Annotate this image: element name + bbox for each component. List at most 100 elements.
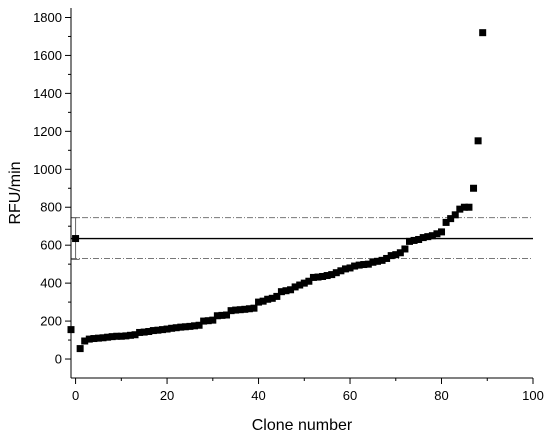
data-point [337,267,345,275]
data-point [218,311,226,319]
data-point [204,317,212,325]
data-point [378,256,386,264]
data-point [177,323,185,331]
data-point [186,322,194,330]
y-tick-label: 200 [40,314,62,329]
data-point [241,305,249,313]
data-point [419,234,427,242]
data-point [309,273,317,281]
data-point [213,312,221,320]
data-point [126,331,134,339]
data-point [328,271,336,279]
data-point [255,298,263,306]
y-tick-label: 1400 [33,86,62,101]
y-tick-label: 600 [40,238,62,253]
y-tick-label: 1600 [33,48,62,63]
data-point [300,279,308,287]
data-point [355,261,363,269]
data-point [428,232,436,240]
data-point [117,332,125,340]
data-point [479,29,487,37]
data-point [456,205,464,213]
data-point [319,272,327,280]
data-point [259,297,267,305]
x-tick-label: 100 [522,388,544,403]
data-point [351,262,359,270]
data-point [373,257,381,265]
data-point [131,331,139,339]
data-point [447,215,455,223]
y-tick-label: 1800 [33,10,62,25]
data-point [223,311,231,319]
data-point [268,294,276,302]
data-point [438,228,446,236]
data-point [433,230,441,238]
data-point [465,203,473,211]
data-point [474,137,482,145]
data-point [264,295,272,303]
data-point [76,345,84,353]
y-tick-label: 1000 [33,162,62,177]
data-point [245,305,253,313]
data-points [67,29,487,353]
data-point [460,203,468,211]
data-point [424,233,432,241]
data-point [209,316,217,324]
data-point [191,322,199,330]
data-point [282,287,290,295]
data-point [387,252,395,260]
data-point [360,261,368,269]
data-point [200,317,208,325]
data-point [277,288,285,296]
data-point [392,251,400,259]
data-point [314,273,322,281]
data-point [145,328,153,336]
data-point [168,324,176,332]
data-point [104,333,112,341]
data-point [85,335,93,343]
control-point [72,235,80,243]
axes: 0 20 40 60 80 1000200400600800100012001400160… [33,8,544,403]
data-point [149,327,157,335]
data-point [236,306,244,314]
data-point [369,258,377,266]
data-point [383,254,391,262]
data-point [122,332,130,340]
y-tick-label: 1200 [33,124,62,139]
x-tick-label: 40 [251,388,265,403]
data-point [81,337,89,345]
data-point [195,321,203,329]
y-tick-label: 0 [55,352,62,367]
y-tick-label: 400 [40,276,62,291]
y-tick-label: 800 [40,200,62,215]
x-tick-label: 0 [72,388,79,403]
data-point [364,260,372,268]
data-point [108,333,116,341]
data-point [415,235,423,243]
data-point [396,249,404,257]
data-point [163,325,171,333]
data-point [140,328,148,336]
data-point [227,307,235,315]
data-point [232,306,240,314]
data-point [172,324,180,332]
data-point [136,328,144,336]
x-axis-title: Clone number [252,417,353,434]
data-point [90,335,98,343]
reference-lines [71,217,533,260]
data-point [470,184,478,192]
data-point [99,334,107,342]
data-point [154,326,162,334]
data-point [158,326,166,334]
data-point [113,332,121,340]
x-tick-label: 20 [160,388,174,403]
data-point [401,245,409,253]
data-point [94,334,102,342]
data-point [451,211,459,219]
data-point [250,304,258,312]
data-point [323,272,331,280]
data-point [181,323,189,331]
data-point [296,281,304,289]
data-point [346,264,354,272]
